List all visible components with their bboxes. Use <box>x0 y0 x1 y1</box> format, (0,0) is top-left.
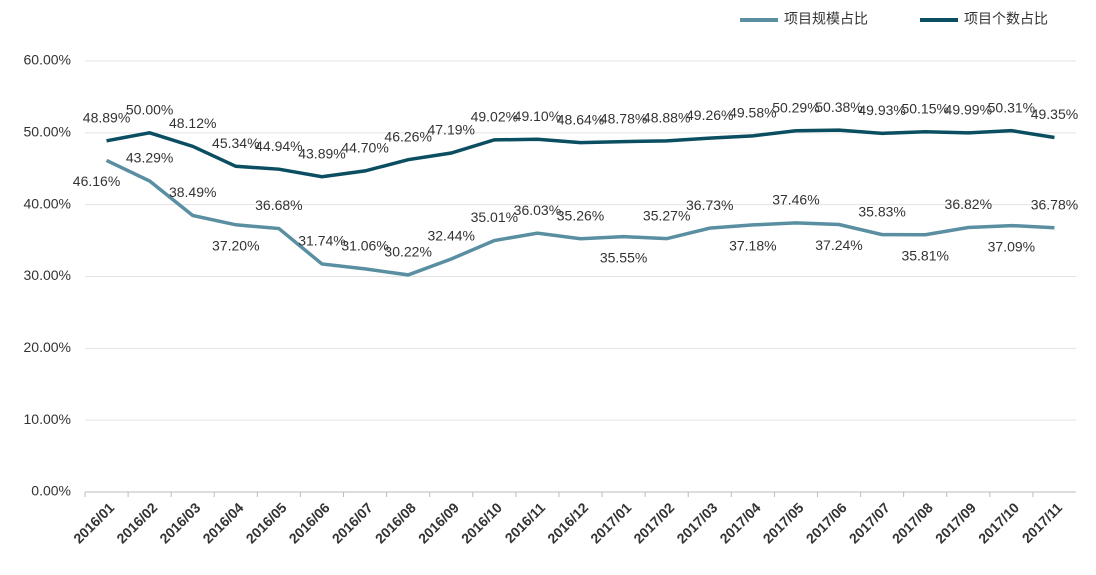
x-tick-label: 2017/10 <box>975 499 1022 546</box>
x-tick-label: 2017/06 <box>803 499 850 546</box>
x-tick-label: 2016/07 <box>329 499 376 546</box>
x-tick-label: 2017/09 <box>932 499 979 546</box>
data-label: 35.01% <box>471 209 518 225</box>
data-label: 37.18% <box>729 238 776 254</box>
x-tick-label: 2017/01 <box>587 499 634 546</box>
data-label: 37.24% <box>815 237 862 253</box>
data-label: 49.93% <box>858 102 905 118</box>
data-label: 46.16% <box>73 173 120 189</box>
x-tick-label: 2017/02 <box>630 499 677 546</box>
x-tick-label: 2016/05 <box>243 499 290 546</box>
data-label: 38.49% <box>169 184 216 200</box>
data-label: 31.06% <box>341 238 388 254</box>
x-tick-label: 2017/08 <box>889 499 936 546</box>
data-label: 44.94% <box>255 138 302 154</box>
y-tick-label: 30.00% <box>24 267 71 283</box>
y-tick-label: 20.00% <box>24 339 71 355</box>
x-tick-label: 2017/04 <box>716 499 763 546</box>
data-label: 49.35% <box>1031 106 1078 122</box>
data-label: 36.82% <box>945 196 992 212</box>
data-label: 45.34% <box>212 135 259 151</box>
data-label: 30.22% <box>384 244 431 260</box>
x-tick-label: 2017/07 <box>846 499 893 546</box>
data-label: 49.10% <box>514 108 561 124</box>
data-label: 50.38% <box>815 99 862 115</box>
x-tick-label: 2016/08 <box>372 499 419 546</box>
y-tick-label: 10.00% <box>24 411 71 427</box>
data-label: 43.89% <box>298 145 345 161</box>
x-tick-label: 2016/03 <box>156 499 203 546</box>
x-tick-label: 2016/10 <box>458 499 505 546</box>
data-label: 50.00% <box>126 102 173 118</box>
x-tick-label: 2016/09 <box>415 499 462 546</box>
legend-label: 项目个数占比 <box>964 11 1048 27</box>
y-tick-label: 60.00% <box>24 52 71 68</box>
data-label: 43.29% <box>126 150 173 166</box>
data-label: 49.26% <box>686 107 733 123</box>
data-label: 48.88% <box>643 110 690 126</box>
data-label: 49.02% <box>471 109 518 125</box>
data-label: 35.81% <box>901 247 948 263</box>
x-tick-label: 2016/04 <box>199 499 246 546</box>
data-label: 49.58% <box>729 105 776 121</box>
data-label: 36.03% <box>514 202 561 218</box>
data-label: 46.26% <box>384 128 431 144</box>
data-label: 49.99% <box>945 102 992 118</box>
data-label: 35.83% <box>858 203 905 219</box>
data-label: 35.55% <box>600 249 647 265</box>
x-tick-label: 2017/11 <box>1019 499 1066 546</box>
data-label: 50.15% <box>901 100 948 116</box>
x-tick-label: 2016/11 <box>502 499 549 546</box>
x-tick-label: 2016/06 <box>286 499 333 546</box>
data-label: 37.09% <box>988 238 1035 254</box>
data-label: 50.29% <box>772 99 819 115</box>
y-tick-label: 0.00% <box>31 483 71 499</box>
data-label: 47.19% <box>427 122 474 138</box>
data-label: 48.78% <box>600 110 647 126</box>
data-label: 37.20% <box>212 237 259 253</box>
legend-label: 项目规模占比 <box>784 11 868 27</box>
data-label: 50.31% <box>988 99 1035 115</box>
data-label: 31.74% <box>298 233 345 249</box>
data-label: 35.26% <box>557 207 604 223</box>
x-tick-label: 2016/02 <box>113 499 160 546</box>
data-label: 36.68% <box>255 197 302 213</box>
x-tick-label: 2017/05 <box>760 499 807 546</box>
data-label: 48.89% <box>83 110 130 126</box>
x-tick-label: 2017/03 <box>673 499 720 546</box>
x-tick-label: 2016/12 <box>544 499 591 546</box>
y-tick-label: 50.00% <box>24 124 71 140</box>
data-label: 35.27% <box>643 207 690 223</box>
y-tick-label: 40.00% <box>24 195 71 211</box>
data-label: 36.78% <box>1031 197 1078 213</box>
data-label: 48.64% <box>557 111 604 127</box>
series-line <box>106 128 1055 179</box>
data-label: 44.70% <box>341 140 388 156</box>
data-label: 37.46% <box>772 192 819 208</box>
x-tick-label: 2016/01 <box>70 499 117 546</box>
series-line <box>105 158 1055 277</box>
data-label: 36.73% <box>686 197 733 213</box>
data-label: 32.44% <box>427 228 474 244</box>
data-label: 48.12% <box>169 115 216 131</box>
